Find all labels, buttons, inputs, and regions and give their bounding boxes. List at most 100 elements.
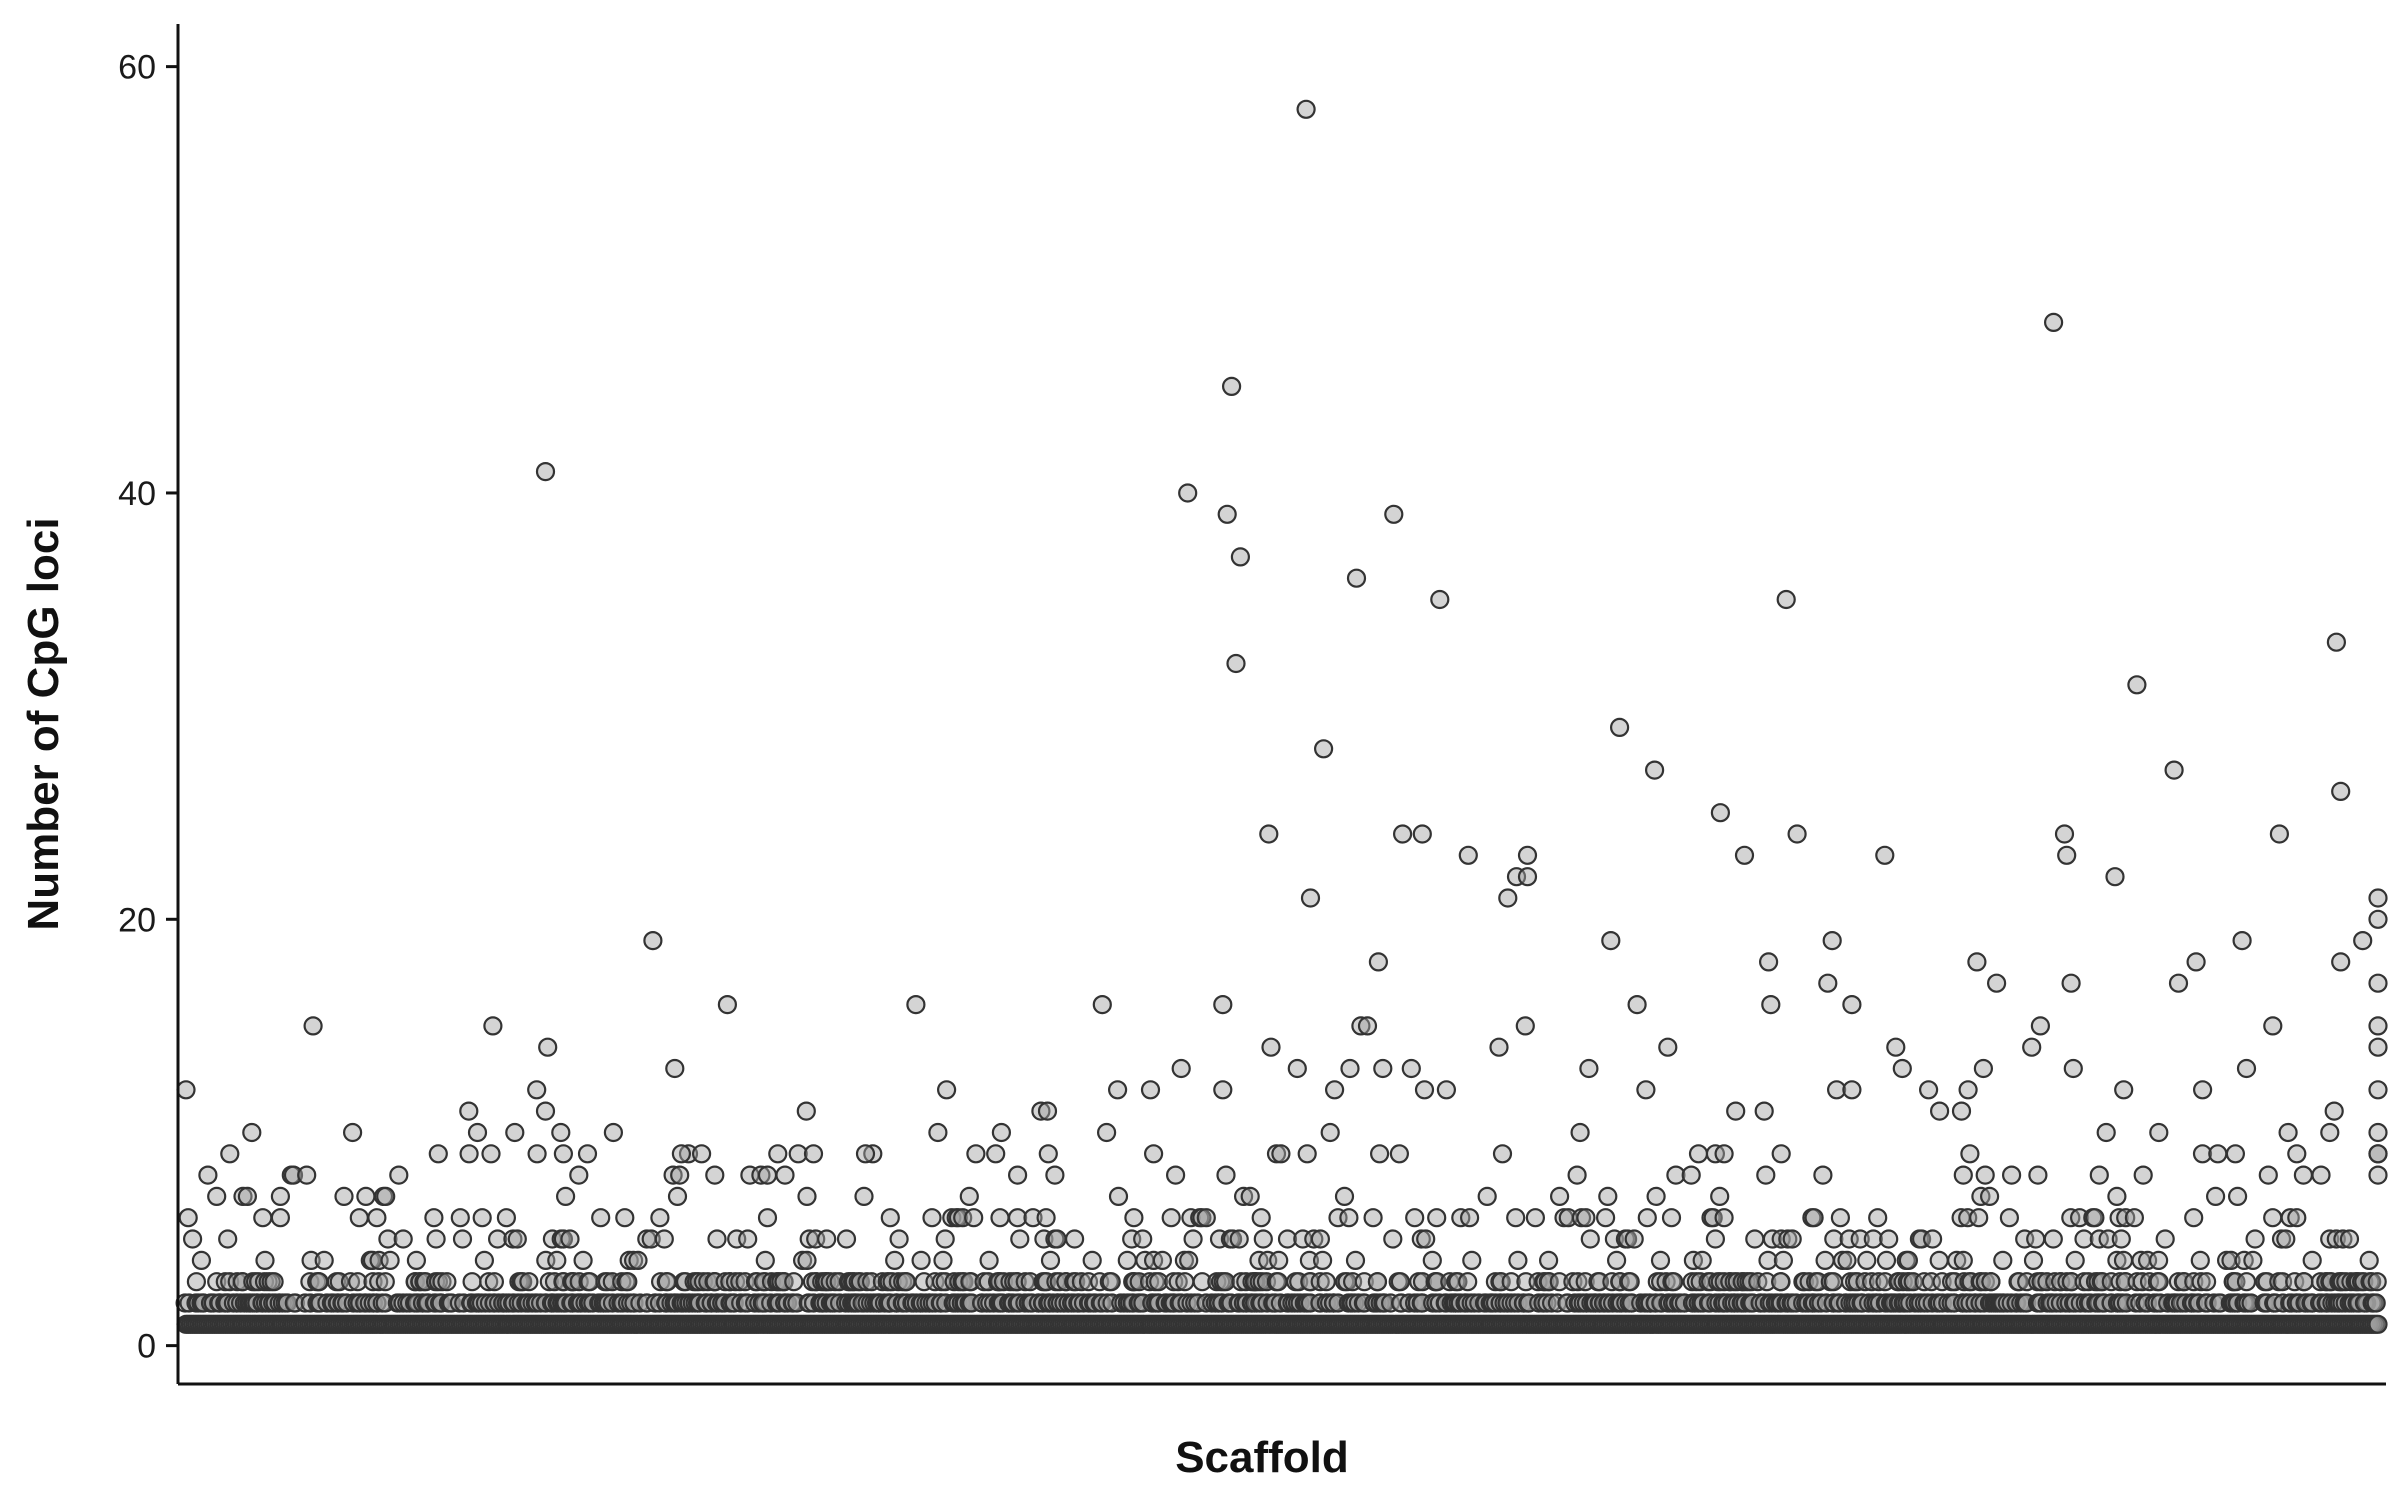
data-point bbox=[738, 1229, 758, 1249]
data-point bbox=[1601, 930, 1621, 951]
data-point bbox=[553, 1144, 574, 1164]
data-point bbox=[1310, 1272, 1330, 1292]
data-point bbox=[1143, 1144, 1164, 1164]
data-point bbox=[178, 1208, 198, 1228]
data-point bbox=[784, 1272, 804, 1292]
data-point bbox=[2168, 973, 2189, 993]
data-point bbox=[630, 1293, 650, 1313]
data-point bbox=[1525, 1208, 1546, 1228]
data-point bbox=[1389, 1144, 1410, 1164]
data-point bbox=[2133, 1165, 2153, 1185]
y-axis-title: Number of CpG loci bbox=[19, 517, 68, 930]
data-point bbox=[375, 1272, 395, 1292]
data-point bbox=[954, 1272, 974, 1292]
data-point bbox=[1297, 1144, 1317, 1164]
data-point bbox=[1627, 994, 1647, 1015]
data-point bbox=[990, 1208, 1010, 1228]
data-point bbox=[1259, 824, 1279, 844]
data-point bbox=[1498, 888, 1518, 908]
data-point bbox=[340, 1272, 361, 1292]
data-point bbox=[2326, 632, 2346, 652]
data-point bbox=[2061, 973, 2081, 993]
data-point bbox=[2320, 1122, 2340, 1143]
data-point bbox=[1363, 1208, 1383, 1228]
data-point bbox=[198, 1165, 218, 1185]
data-point bbox=[1427, 1208, 1447, 1228]
data-point bbox=[1661, 1208, 1682, 1228]
data-point bbox=[1515, 1016, 1535, 1036]
data-point bbox=[2206, 1186, 2226, 1207]
data-point bbox=[2236, 1058, 2257, 1079]
data-point bbox=[2368, 1037, 2388, 1057]
data-point bbox=[757, 1208, 778, 1228]
data-point bbox=[1868, 1272, 1889, 1292]
data-point bbox=[1492, 1144, 1513, 1164]
data-point bbox=[1277, 1229, 1298, 1249]
data-point bbox=[547, 1250, 567, 1271]
data-point bbox=[479, 1272, 499, 1292]
data-point bbox=[2311, 1165, 2331, 1185]
data-point bbox=[1756, 1165, 1776, 1185]
data-point bbox=[1133, 1229, 1153, 1249]
data-point bbox=[2057, 845, 2077, 865]
data-point bbox=[191, 1250, 211, 1271]
data-point bbox=[1636, 1080, 1656, 1100]
data-point bbox=[1178, 483, 1198, 503]
data-point bbox=[1179, 1250, 1199, 1271]
data-point bbox=[2368, 1122, 2388, 1143]
data-point bbox=[270, 1186, 290, 1207]
data-point bbox=[255, 1250, 275, 1271]
data-point bbox=[1196, 1208, 1216, 1228]
data-point bbox=[2114, 1080, 2134, 1100]
data-point bbox=[928, 1122, 948, 1143]
data-point bbox=[1369, 1144, 1390, 1164]
data-point bbox=[1373, 1058, 1393, 1079]
data-point bbox=[1975, 1165, 1995, 1185]
data-point bbox=[1458, 845, 1478, 865]
data-point bbox=[535, 1101, 556, 1121]
data-point bbox=[1549, 1272, 1569, 1292]
data-point bbox=[768, 1144, 788, 1164]
data-point bbox=[796, 1101, 816, 1121]
data-point bbox=[309, 1272, 329, 1292]
data-point bbox=[2278, 1122, 2298, 1143]
data-point bbox=[691, 1144, 712, 1164]
data-point bbox=[2186, 952, 2206, 972]
data-point bbox=[1459, 1208, 1480, 1228]
data-point bbox=[2287, 1144, 2307, 1164]
data-point bbox=[1367, 1272, 1388, 1292]
data-point bbox=[183, 1229, 203, 1249]
data-point bbox=[715, 1272, 735, 1292]
data-point bbox=[1951, 1101, 1972, 1121]
data-point bbox=[654, 1229, 674, 1249]
data-point bbox=[1240, 1186, 1260, 1207]
data-point bbox=[803, 1144, 824, 1164]
data-point bbox=[1666, 1165, 1686, 1185]
data-point bbox=[1842, 994, 1862, 1015]
data-point bbox=[573, 1250, 593, 1271]
data-point bbox=[643, 930, 663, 951]
data-point bbox=[1339, 1208, 1359, 1228]
data-point bbox=[1818, 973, 1838, 993]
data-point bbox=[1929, 1250, 1949, 1271]
data-point bbox=[1506, 1208, 1526, 1228]
data-point bbox=[264, 1272, 284, 1292]
data-point bbox=[1692, 1250, 1712, 1271]
data-point bbox=[1757, 1272, 1777, 1292]
data-point bbox=[2263, 1016, 2283, 1036]
data-point bbox=[1304, 1229, 1324, 1249]
data-point bbox=[1422, 1250, 1442, 1271]
data-point bbox=[1868, 1208, 1888, 1228]
data-point bbox=[1700, 1272, 1721, 1292]
data-point bbox=[751, 1165, 771, 1185]
data-point bbox=[1761, 994, 1781, 1015]
data-point bbox=[2269, 824, 2289, 844]
data-point bbox=[450, 1208, 470, 1228]
data-point bbox=[1842, 1080, 1862, 1100]
data-point bbox=[1508, 1250, 1528, 1271]
data-point bbox=[2107, 1186, 2127, 1207]
data-point bbox=[1898, 1250, 1919, 1271]
data-point bbox=[207, 1186, 227, 1207]
data-point bbox=[670, 1165, 690, 1185]
